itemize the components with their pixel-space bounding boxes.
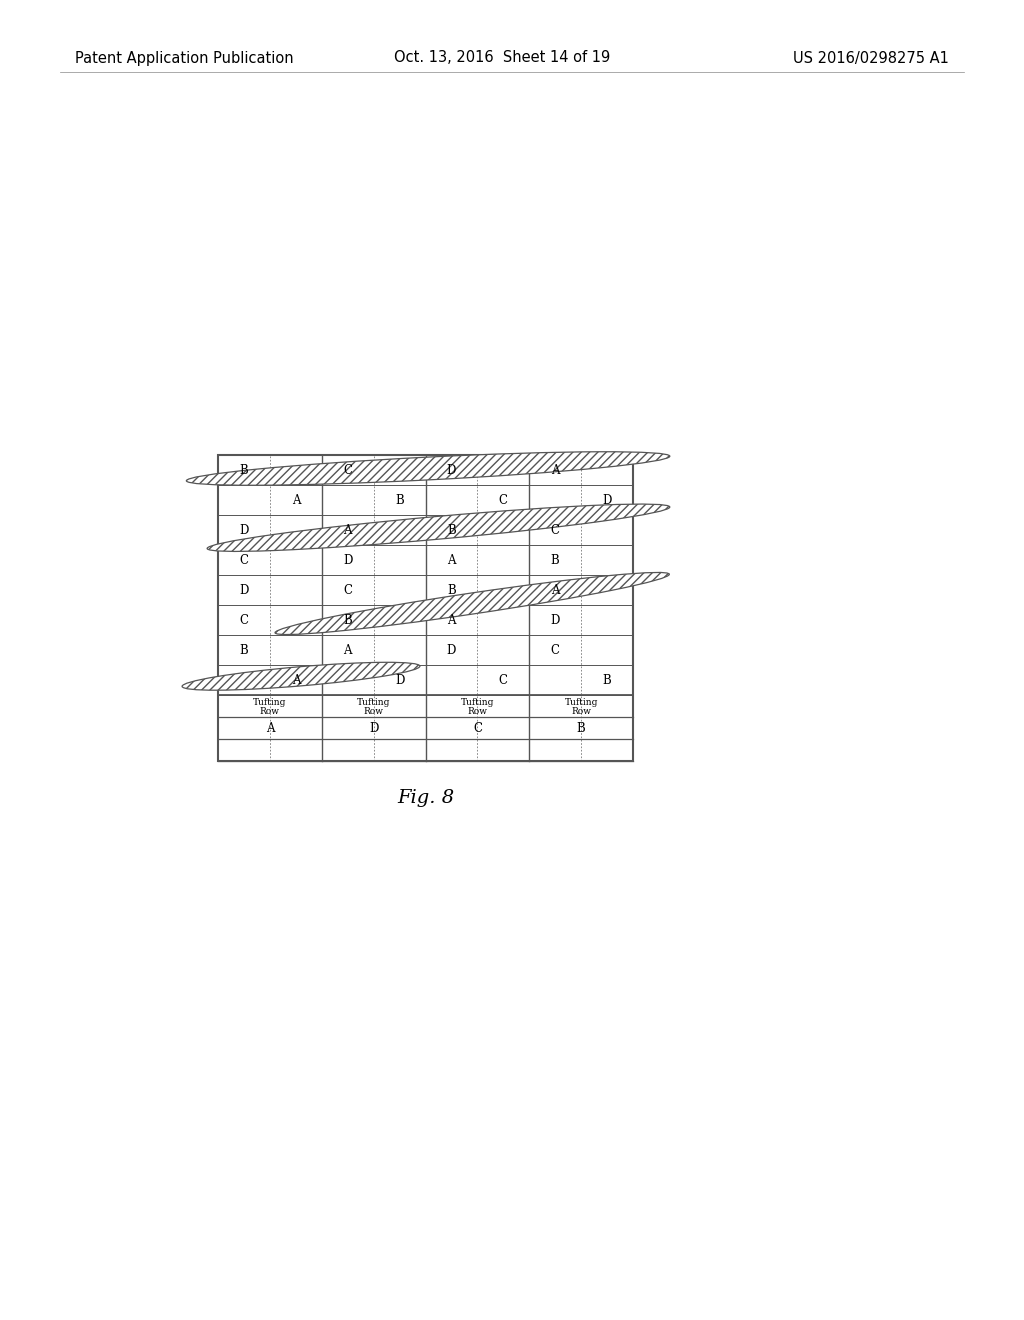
Text: D: D: [343, 553, 352, 566]
Text: Patent Application Publication: Patent Application Publication: [75, 50, 294, 66]
Text: Row: Row: [260, 708, 280, 715]
Text: Tufting: Tufting: [461, 698, 494, 708]
Text: Tufting: Tufting: [253, 698, 287, 708]
Text: A: A: [265, 722, 274, 734]
Text: D: D: [240, 583, 249, 597]
Text: US 2016/0298275 A1: US 2016/0298275 A1: [794, 50, 949, 66]
Text: C: C: [551, 524, 560, 536]
Text: Fig. 8: Fig. 8: [397, 789, 454, 807]
Text: A: A: [343, 524, 352, 536]
Ellipse shape: [182, 663, 420, 690]
Text: D: D: [395, 673, 404, 686]
Ellipse shape: [275, 573, 670, 635]
Text: B: B: [447, 583, 456, 597]
Text: C: C: [343, 463, 352, 477]
Text: C: C: [499, 673, 508, 686]
Text: B: B: [577, 722, 586, 734]
Text: C: C: [473, 722, 482, 734]
Text: D: D: [602, 494, 611, 507]
Text: Row: Row: [571, 708, 591, 715]
Text: D: D: [369, 722, 378, 734]
Text: C: C: [240, 614, 249, 627]
Text: B: B: [603, 673, 611, 686]
Text: D: D: [240, 524, 249, 536]
Text: A: A: [343, 644, 352, 656]
Text: Tufting: Tufting: [357, 698, 390, 708]
Text: C: C: [499, 494, 508, 507]
Text: B: B: [395, 494, 403, 507]
Text: A: A: [292, 494, 300, 507]
Text: B: B: [240, 463, 248, 477]
Text: Oct. 13, 2016  Sheet 14 of 19: Oct. 13, 2016 Sheet 14 of 19: [394, 50, 610, 66]
Text: A: A: [551, 583, 559, 597]
Text: C: C: [240, 553, 249, 566]
Text: A: A: [551, 463, 559, 477]
Text: Row: Row: [364, 708, 384, 715]
Text: C: C: [343, 583, 352, 597]
Text: Row: Row: [467, 708, 487, 715]
Text: B: B: [343, 614, 352, 627]
Text: D: D: [446, 644, 456, 656]
Text: B: B: [551, 553, 559, 566]
Bar: [218, 455, 633, 762]
Ellipse shape: [186, 451, 670, 486]
Text: D: D: [446, 463, 456, 477]
Text: D: D: [551, 614, 560, 627]
Text: Tufting: Tufting: [564, 698, 598, 708]
Ellipse shape: [207, 504, 670, 552]
Text: A: A: [447, 614, 456, 627]
Text: C: C: [551, 644, 560, 656]
Text: A: A: [447, 553, 456, 566]
Text: A: A: [292, 673, 300, 686]
Text: B: B: [240, 644, 248, 656]
Text: B: B: [447, 524, 456, 536]
